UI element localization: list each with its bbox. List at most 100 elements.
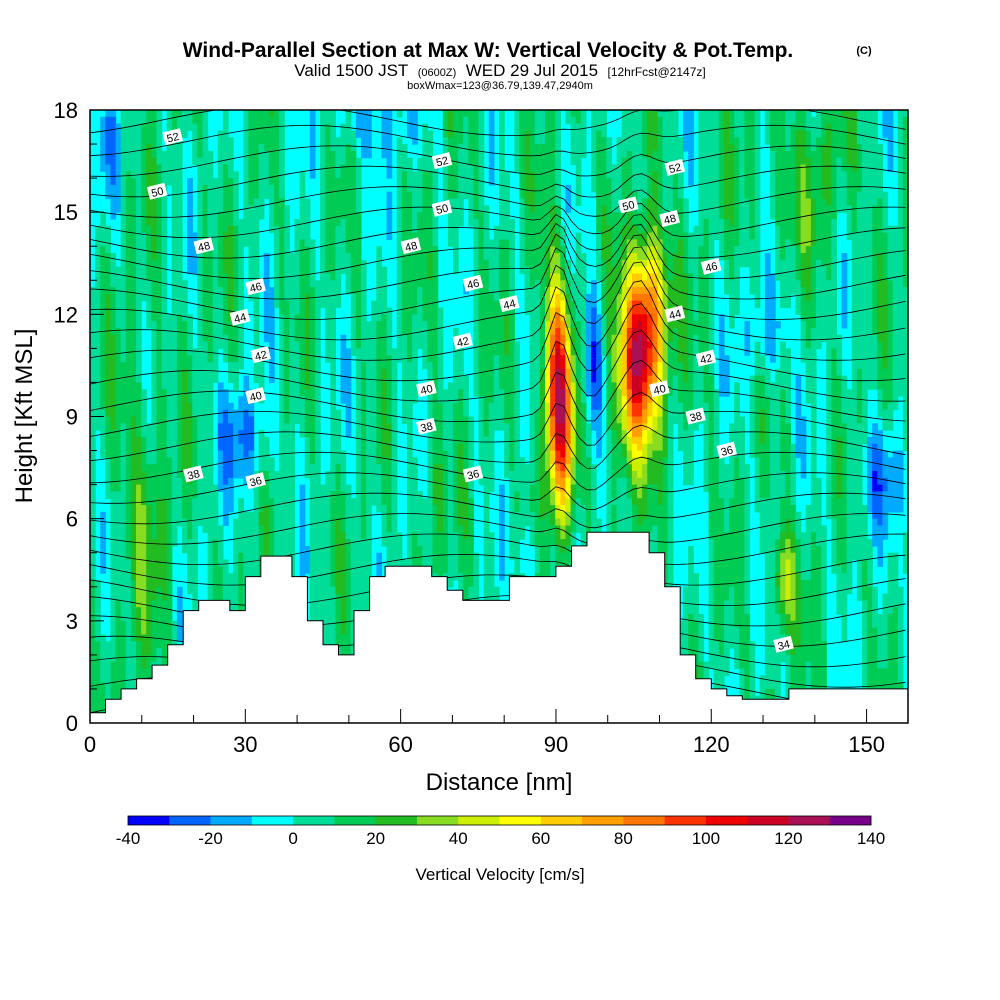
y-tick-label: 18 — [54, 98, 78, 123]
theta-label-text: 40 — [249, 390, 264, 405]
valid-date: WED 29 Jul 2015 — [466, 61, 598, 80]
theta-label-text: 34 — [777, 638, 792, 653]
theta-label-text: 46 — [704, 260, 719, 275]
theta-label: 42 — [452, 332, 473, 350]
colorbar-tick-label: 0 — [288, 829, 297, 848]
colorbar-swatch — [499, 816, 542, 825]
theta-label-text: 44 — [668, 308, 683, 323]
theta-label: 36 — [245, 472, 266, 490]
theta-label-text: 46 — [466, 277, 481, 292]
colorbar-swatch — [829, 816, 872, 825]
theta-label-text: 44 — [502, 298, 517, 313]
colorbar-tick-label: 60 — [531, 829, 550, 848]
colorbar-tick-label: -40 — [116, 829, 141, 848]
theta-label-text: 48 — [663, 213, 678, 228]
colorbar-swatch — [540, 816, 583, 825]
theta-label-text: 42 — [254, 349, 269, 364]
theta-label-text: 40 — [652, 383, 667, 398]
colorbar-swatch — [458, 816, 500, 825]
y-tick-label: 3 — [66, 609, 78, 634]
theta-label: 38 — [416, 417, 437, 435]
theta-label: 52 — [162, 128, 183, 146]
theta-label-text: 38 — [186, 468, 201, 483]
colorbar-tick-label: 120 — [774, 829, 802, 848]
valid-time: Valid 1500 JST — [294, 61, 408, 80]
x-tick-label: 60 — [388, 732, 412, 757]
colorbar: -40 -20 0 20 40 60 80 100 120 140 — [116, 815, 885, 848]
theta-label-text: 48 — [197, 240, 212, 255]
theta-label: 46 — [245, 278, 266, 295]
colorbar-swatch — [416, 816, 459, 825]
colorbar-swatch — [788, 816, 831, 825]
theta-label: 44 — [498, 295, 520, 313]
colorbar-tick-label: 100 — [692, 829, 720, 848]
x-tick-label: 150 — [848, 732, 885, 757]
box-info: boxWmax=123@36.79,139.47,2940m — [407, 80, 593, 92]
colorbar-swatch — [210, 816, 253, 825]
theta-label-text: 36 — [720, 444, 735, 459]
colorbar-swatch — [293, 816, 335, 825]
theta-label: 34 — [773, 635, 794, 653]
forecast-info: [12hrFcst@2147z] — [607, 65, 705, 79]
colorbar-swatch — [169, 816, 211, 825]
colorbar-title: Vertical Velocity [cm/s] — [415, 865, 584, 884]
theta-label: 48 — [400, 237, 422, 255]
theta-label: 42 — [695, 349, 717, 367]
colorbar-swatch — [334, 816, 376, 825]
theta-label: 50 — [146, 182, 168, 200]
theta-label-text: 36 — [249, 475, 264, 490]
colorbar-swatch — [128, 816, 170, 825]
theta-label-text: 52 — [668, 162, 683, 177]
theta-label-text: 42 — [456, 335, 471, 350]
colorbar-tick-label: 140 — [857, 829, 885, 848]
theta-label-text: 50 — [150, 185, 165, 200]
x-tick-label: 0 — [84, 732, 96, 757]
y-tick-label: 15 — [54, 200, 78, 225]
theta-label-text: 44 — [233, 311, 248, 326]
y-tick-label: 12 — [54, 302, 78, 327]
theta-label: 46 — [700, 257, 722, 275]
theta-label: 46 — [462, 274, 484, 292]
x-tick-label: 90 — [544, 732, 568, 757]
x-axis: 0 30 60 90 120 150 — [84, 709, 885, 757]
theta-label-text: 50 — [435, 202, 450, 217]
y-tick-label: 0 — [66, 711, 78, 736]
theta-label: 36 — [716, 441, 737, 459]
theta-label: 38 — [685, 407, 706, 425]
theta-label-text: 50 — [621, 199, 636, 214]
y-tick-label: 6 — [66, 507, 78, 532]
colorbar-tick-label: -20 — [198, 829, 223, 848]
theta-label: 48 — [193, 237, 215, 255]
chart-subtitle: Valid 1500 JST (0600Z) WED 29 Jul 2015 [… — [294, 61, 705, 80]
theta-label-text: 52 — [435, 155, 450, 170]
copyright-mark: (C) — [856, 45, 872, 57]
colorbar-swatch — [582, 816, 624, 825]
y-axis: 0 3 6 9 12 15 18 — [54, 98, 104, 736]
theta-contour-labels: 52 50 48 46 44 42 40 38 36 52 50 48 46 44 42 40 38 36 52 50… — [146, 128, 794, 653]
theta-label: 42 — [250, 346, 271, 364]
colorbar-tick-label: 40 — [449, 829, 468, 848]
theta-label: 38 — [183, 465, 204, 483]
colorbar-swatch — [705, 816, 748, 825]
theta-label-text: 38 — [689, 410, 704, 425]
x-tick-label: 30 — [233, 732, 257, 757]
theta-label: 40 — [416, 380, 437, 398]
colorbar-tick-label: 80 — [614, 829, 633, 848]
theta-label: 50 — [617, 196, 639, 214]
colorbar-swatch — [664, 816, 707, 825]
theta-label-text: 38 — [419, 420, 434, 435]
y-axis-title: Height [Kft MSL] — [11, 329, 38, 504]
theta-label-text: 48 — [404, 240, 419, 255]
theta-label: 50 — [431, 199, 453, 217]
theta-label-text: 52 — [166, 131, 181, 146]
theta-label-text: 40 — [419, 383, 434, 398]
theta-label: 36 — [462, 465, 484, 483]
terrain-mask — [90, 531, 908, 723]
theta-label-text: 42 — [699, 352, 714, 367]
colorbar-tick-label: 20 — [366, 829, 385, 848]
colorbar-swatch — [747, 816, 789, 825]
chart-title: Wind-Parallel Section at Max W: Vertical… — [183, 39, 794, 62]
colorbar-swatch — [623, 816, 665, 825]
colorbar-swatch — [375, 816, 418, 825]
